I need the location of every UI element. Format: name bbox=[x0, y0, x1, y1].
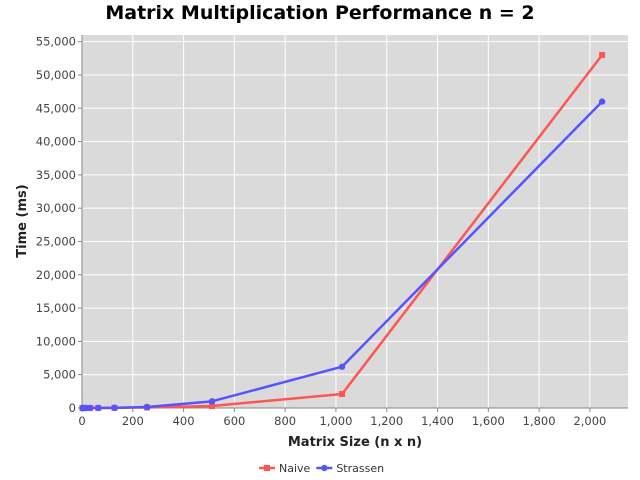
legend-label-strassen: Strassen bbox=[336, 462, 384, 475]
x-tick-label: 0 bbox=[78, 414, 85, 428]
data-point-strassen bbox=[95, 404, 102, 412]
x-tick-label: 1,600 bbox=[472, 414, 505, 428]
y-tick-label: 45,000 bbox=[36, 101, 76, 115]
legend-marker-strassen bbox=[321, 464, 328, 472]
legend: Naive Strassen bbox=[259, 462, 384, 475]
data-point-strassen bbox=[111, 404, 118, 412]
x-tick-label: 1,000 bbox=[319, 414, 352, 428]
axes: 0 200 400 600 800 1,000 1,200 1,400 1,600 1,800 2,… bbox=[36, 35, 628, 428]
x-tick-label: 400 bbox=[173, 414, 195, 428]
y-tick-label: 20,000 bbox=[36, 268, 76, 282]
legend-label-naive: Naive bbox=[279, 462, 311, 475]
y-axis-label: Time (ms) bbox=[15, 184, 30, 257]
x-tick-label: 200 bbox=[122, 414, 144, 428]
y-tick-label: 50,000 bbox=[36, 68, 76, 82]
data-point-naive bbox=[209, 403, 216, 410]
x-tick-label: 800 bbox=[274, 414, 296, 428]
y-tick-label: 10,000 bbox=[36, 334, 76, 348]
data-point-strassen bbox=[598, 98, 606, 105]
y-tick-label: 0 bbox=[69, 401, 76, 415]
x-tick-label: 600 bbox=[223, 414, 245, 428]
chart-title: Matrix Multiplication Performance n = 2 bbox=[105, 2, 535, 24]
x-tick-label: 1,200 bbox=[370, 414, 403, 428]
data-point-strassen bbox=[208, 398, 216, 405]
y-tick-label: 25,000 bbox=[36, 234, 76, 248]
x-tick-label: 1,400 bbox=[421, 414, 454, 428]
y-tick-label: 5,000 bbox=[43, 368, 76, 382]
data-point-strassen bbox=[86, 404, 94, 412]
plot-area bbox=[82, 35, 628, 408]
series-group bbox=[79, 51, 606, 412]
data-point-strassen bbox=[143, 403, 151, 411]
x-tick-label: 1,800 bbox=[523, 414, 556, 428]
y-tick-label: 35,000 bbox=[36, 168, 76, 182]
y-tick-label: 30,000 bbox=[36, 201, 76, 215]
data-point-naive bbox=[599, 51, 606, 58]
x-tick-label: 2,000 bbox=[573, 414, 606, 428]
y-tick-label: 40,000 bbox=[36, 135, 76, 149]
y-tick-label: 55,000 bbox=[36, 35, 76, 49]
x-axis-label: Matrix Size (n x n) bbox=[288, 435, 422, 450]
data-point-strassen bbox=[338, 363, 346, 370]
legend-marker-naive bbox=[264, 465, 270, 471]
data-point-naive bbox=[339, 391, 346, 398]
y-tick-label: 15,000 bbox=[36, 301, 76, 315]
